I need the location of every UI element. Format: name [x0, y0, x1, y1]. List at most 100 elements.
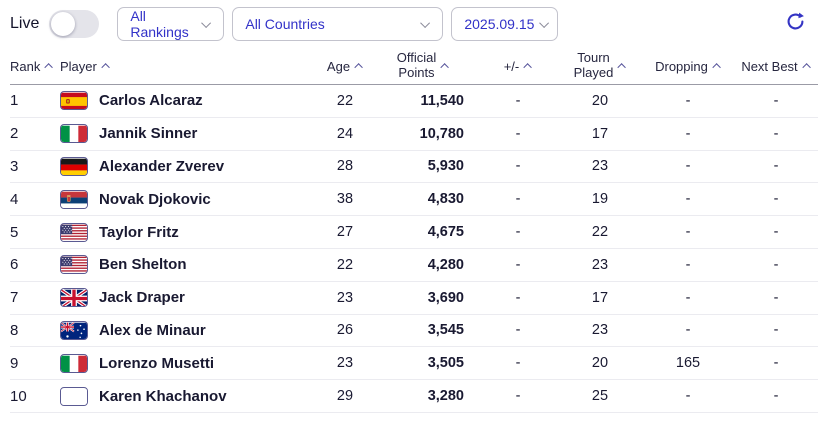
- plus-minus-cell: -: [515, 322, 521, 339]
- chevron-down-icon: [420, 17, 431, 28]
- header-next-best[interactable]: Next Best: [734, 59, 818, 74]
- player-cell[interactable]: Taylor Fritz: [60, 222, 322, 242]
- points-cell: 3,280: [427, 388, 464, 405]
- age-cell: 24: [336, 125, 354, 142]
- countries-dropdown-value: All Countries: [245, 16, 325, 32]
- chevron-up-icon: [440, 63, 450, 72]
- flag-italy-icon: [60, 353, 88, 373]
- dropping-cell: -: [685, 388, 691, 405]
- player-name[interactable]: Jannik Sinner: [99, 125, 198, 143]
- rank-cell: 4: [10, 190, 19, 208]
- flag-spain-icon: [60, 91, 88, 111]
- date-dropdown[interactable]: 2025.09.15: [451, 7, 559, 41]
- player-name[interactable]: Lorenzo Musetti: [99, 354, 214, 372]
- countries-dropdown[interactable]: All Countries: [232, 7, 444, 41]
- player-cell[interactable]: Karen Khachanov: [60, 386, 322, 406]
- table-row[interactable]: 6 Ben Shelton 22 4,280 - 23 - -: [10, 249, 818, 282]
- next-best-cell: -: [773, 355, 779, 372]
- next-best-cell: -: [773, 224, 779, 241]
- plus-minus-cell: -: [515, 191, 521, 208]
- tourn-played-cell: 20: [591, 355, 609, 372]
- player-name[interactable]: Ben Shelton: [99, 256, 187, 274]
- chevron-up-icon: [523, 63, 533, 72]
- age-cell: 23: [336, 355, 354, 372]
- player-cell[interactable]: Lorenzo Musetti: [60, 353, 322, 373]
- header-player[interactable]: Player: [60, 59, 322, 74]
- flag-neutral-icon: [60, 386, 88, 406]
- table-row[interactable]: 4 Novak Djokovic 38 4,830 - 19 - -: [10, 183, 818, 217]
- tourn-played-cell: 20: [591, 92, 609, 109]
- flag-italy-icon: [60, 124, 88, 144]
- table-row[interactable]: 3 Alexander Zverev 28 5,930 - 23 - -: [10, 151, 818, 184]
- points-cell: 3,505: [427, 355, 464, 372]
- plus-minus-cell: -: [515, 355, 521, 372]
- tourn-played-cell: 23: [591, 158, 609, 175]
- header-plus-minus[interactable]: +/-: [478, 59, 558, 74]
- chevron-down-icon: [201, 17, 212, 28]
- dropping-cell: -: [685, 289, 691, 306]
- rank-cell: 5: [10, 223, 19, 241]
- player-cell[interactable]: Alexander Zverev: [60, 156, 322, 176]
- flag-australia-icon: [60, 320, 88, 340]
- player-name[interactable]: Novak Djokovic: [99, 190, 211, 208]
- toolbar: Live All Rankings All Countries 2025.09.…: [0, 0, 828, 48]
- rank-cell: 7: [10, 289, 19, 307]
- points-cell: 3,690: [427, 289, 464, 306]
- header-dropping[interactable]: Dropping: [642, 59, 734, 74]
- table-row[interactable]: 1 Carlos Alcaraz 22 11,540 - 20 - -: [10, 85, 818, 118]
- header-official-points[interactable]: Official Points: [368, 50, 478, 81]
- player-name[interactable]: Alex de Minaur: [99, 321, 206, 339]
- player-cell[interactable]: Carlos Alcaraz: [60, 91, 322, 111]
- live-label: Live: [10, 15, 40, 32]
- live-toggle[interactable]: [49, 10, 100, 38]
- tourn-played-cell: 17: [591, 289, 609, 306]
- rank-cell: 9: [10, 354, 19, 372]
- player-name[interactable]: Karen Khachanov: [99, 387, 227, 405]
- tourn-played-cell: 23: [591, 256, 609, 273]
- next-best-cell: -: [773, 289, 779, 306]
- header-tourn-played[interactable]: Tourn Played: [558, 50, 642, 81]
- rankings-dropdown[interactable]: All Rankings: [117, 7, 225, 41]
- player-cell[interactable]: Ben Shelton: [60, 255, 322, 275]
- flag-great-britain-icon: [60, 288, 88, 308]
- tourn-played-cell: 25: [591, 388, 609, 405]
- points-cell: 10,780: [419, 125, 464, 142]
- refresh-button[interactable]: [785, 11, 806, 37]
- player-name[interactable]: Jack Draper: [99, 289, 185, 307]
- rank-cell: 3: [10, 157, 19, 175]
- points-cell: 4,675: [427, 224, 464, 241]
- table-row[interactable]: 8 Alex de Minaur 26 3,545 - 23 - -: [10, 315, 818, 348]
- tourn-played-cell: 19: [591, 191, 609, 208]
- player-cell[interactable]: Alex de Minaur: [60, 320, 322, 340]
- chevron-up-icon: [617, 63, 627, 72]
- rank-cell: 6: [10, 256, 19, 274]
- table-row[interactable]: 9 Lorenzo Musetti 23 3,505 - 20 165 -: [10, 347, 818, 381]
- rankings-table: Rank Player Age Official Points +/- Tourn…: [0, 48, 828, 413]
- player-cell[interactable]: Jack Draper: [60, 288, 322, 308]
- player-name[interactable]: Alexander Zverev: [99, 157, 225, 175]
- player-name[interactable]: Taylor Fritz: [99, 223, 179, 241]
- header-rank[interactable]: Rank: [10, 59, 60, 74]
- flag-serbia-icon: [60, 189, 88, 209]
- player-cell[interactable]: Novak Djokovic: [60, 189, 322, 209]
- player-cell[interactable]: Jannik Sinner: [60, 124, 322, 144]
- chevron-up-icon: [101, 63, 110, 72]
- table-row[interactable]: 7 Jack Draper 23 3,690 - 17 - -: [10, 282, 818, 315]
- plus-minus-cell: -: [515, 125, 521, 142]
- age-cell: 26: [336, 322, 354, 339]
- table-row[interactable]: 2 Jannik Sinner 24 10,780 - 17 - -: [10, 118, 818, 151]
- plus-minus-cell: -: [515, 158, 521, 175]
- rank-cell: 10: [10, 387, 27, 405]
- chevron-up-icon: [44, 63, 54, 72]
- tourn-played-cell: 17: [591, 125, 609, 142]
- table-row[interactable]: 10 Karen Khachanov 29 3,280 - 25 - -: [10, 380, 818, 413]
- player-name[interactable]: Carlos Alcaraz: [99, 92, 203, 110]
- age-cell: 29: [336, 388, 354, 405]
- flag-germany-icon: [60, 156, 88, 176]
- chevron-up-icon: [712, 63, 721, 72]
- header-age[interactable]: Age: [322, 59, 368, 74]
- table-row[interactable]: 5 Taylor Fritz 27 4,675 - 22 - -: [10, 216, 818, 249]
- next-best-cell: -: [773, 92, 779, 109]
- next-best-cell: -: [773, 158, 779, 175]
- flag-usa-icon: [60, 255, 88, 275]
